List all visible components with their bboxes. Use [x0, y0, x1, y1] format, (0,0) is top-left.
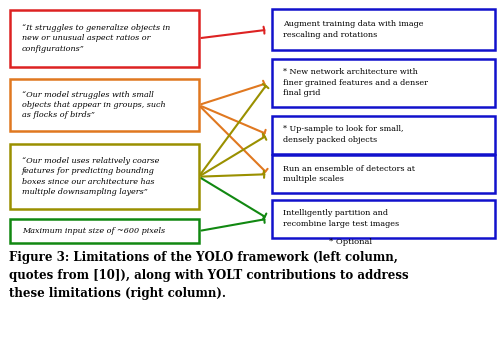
- Text: “Our model struggles with small
objects that appear in groups, such
as flocks of: “Our model struggles with small objects …: [22, 91, 165, 119]
- FancyBboxPatch shape: [10, 219, 199, 243]
- Text: “Our model uses relatively coarse
features for predicting bounding
boxes since o: “Our model uses relatively coarse featur…: [22, 157, 159, 196]
- FancyBboxPatch shape: [10, 144, 199, 209]
- FancyBboxPatch shape: [10, 10, 199, 67]
- FancyBboxPatch shape: [272, 59, 495, 107]
- Text: Intelligently partition and
recombine large test images: Intelligently partition and recombine la…: [283, 209, 399, 228]
- FancyBboxPatch shape: [10, 79, 199, 131]
- Text: * New network architecture with
finer grained features and a denser
final grid: * New network architecture with finer gr…: [283, 68, 428, 97]
- FancyBboxPatch shape: [272, 9, 495, 50]
- Text: Maximum input size of ~600 pixels: Maximum input size of ~600 pixels: [22, 227, 165, 235]
- Text: Augment training data with image
rescaling and rotations: Augment training data with image rescali…: [283, 20, 424, 39]
- Text: “It struggles to generalize objects in
new or unusual aspect ratios or
configura: “It struggles to generalize objects in n…: [22, 24, 170, 53]
- Text: Figure 3: Limitations of the YOLO framework (left column,
quotes from [10]), alo: Figure 3: Limitations of the YOLO framew…: [9, 251, 408, 300]
- FancyBboxPatch shape: [272, 155, 495, 193]
- Text: Run an ensemble of detectors at
multiple scales: Run an ensemble of detectors at multiple…: [283, 165, 415, 184]
- Text: * Optional: * Optional: [329, 238, 372, 246]
- Text: * Up-sample to look for small,
densely packed objects: * Up-sample to look for small, densely p…: [283, 125, 404, 144]
- FancyBboxPatch shape: [272, 199, 495, 238]
- FancyBboxPatch shape: [272, 115, 495, 154]
